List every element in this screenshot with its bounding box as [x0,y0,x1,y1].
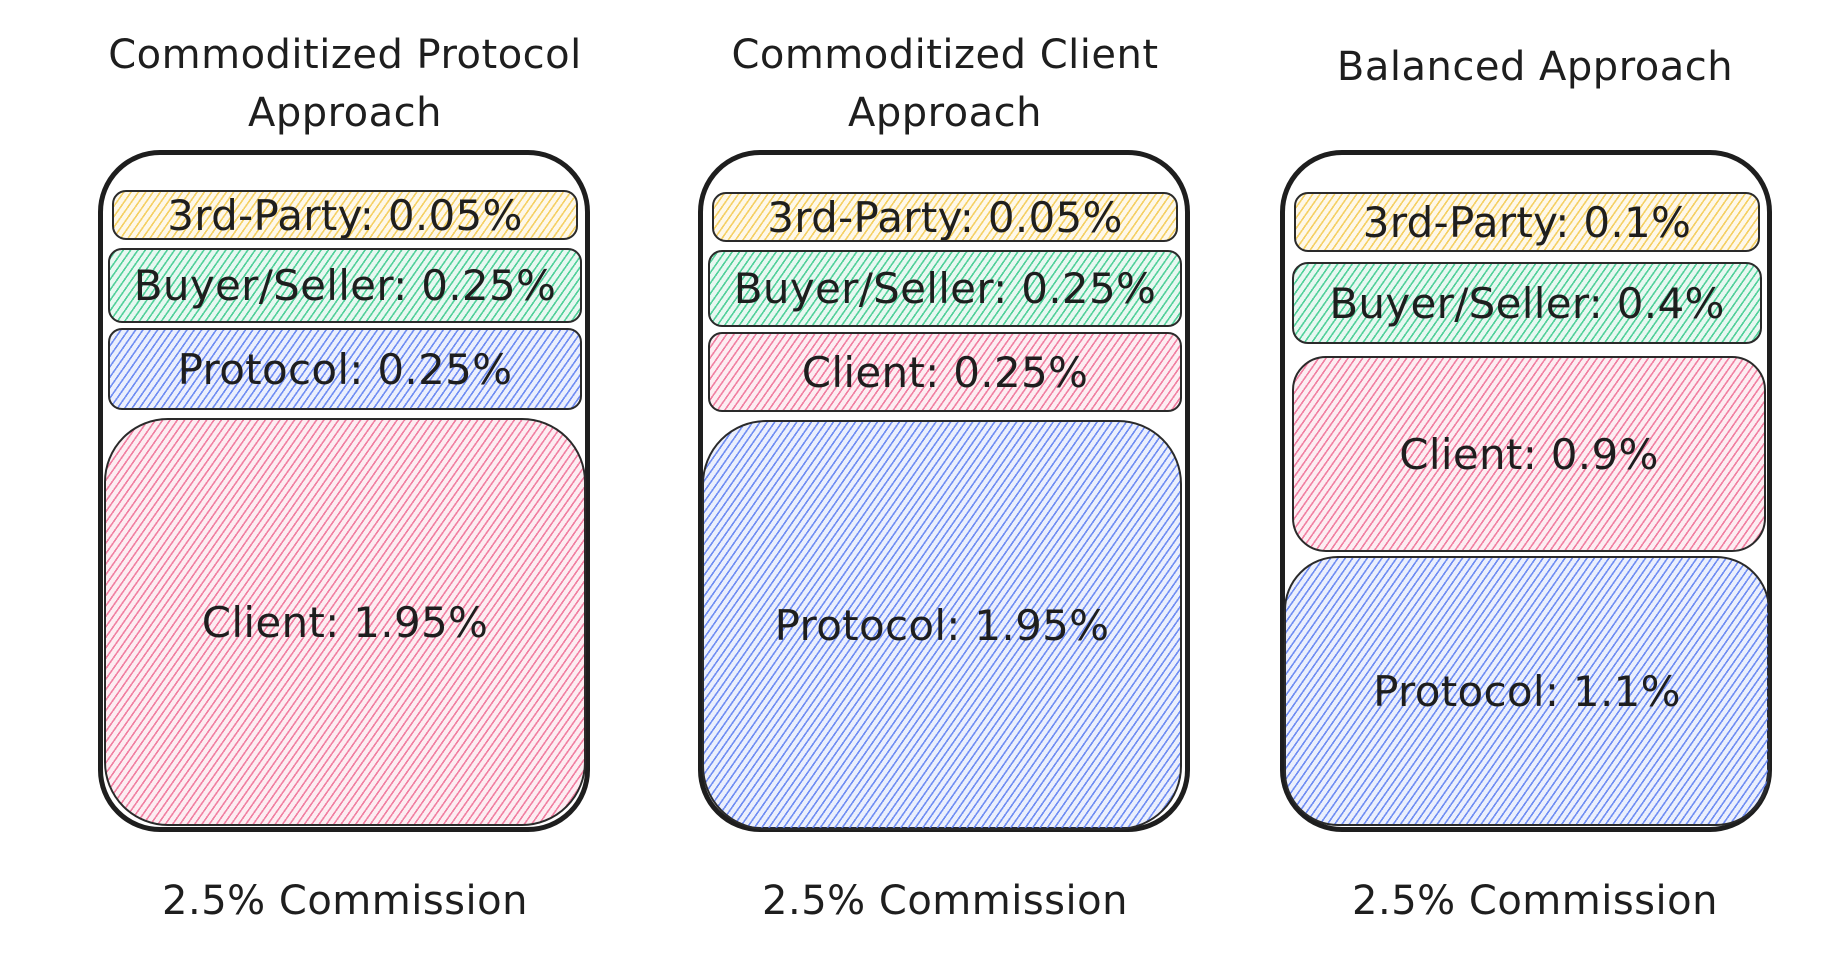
approach-commoditized-protocol: Commoditized Protocol Approach 3rd-Party… [90,0,600,967]
segment-buyer-seller: Buyer/Seller: 0.25% [108,248,582,323]
commission-label: 2.5% Commission [1352,878,1718,924]
commission-container [98,150,590,832]
segment-buyer-seller: Buyer/Seller: 0.4% [1292,262,1762,344]
segment-label: Buyer/Seller: 0.25% [133,261,557,310]
segment-buyer-seller: Buyer/Seller: 0.25% [708,250,1182,327]
approach-commoditized-client: Commoditized Client Approach 3rd-Party: … [690,0,1200,967]
approach-title: Commoditized Protocol Approach [108,32,582,136]
segment-label: Client: 0.9% [1399,429,1659,479]
segment-label: Buyer/Seller: 0.4% [1329,278,1725,328]
segment-third-party: 3rd-Party: 0.05% [112,190,578,240]
commission-container [1280,150,1772,832]
segment-label: 3rd-Party: 0.05% [167,190,523,240]
segment-protocol: Protocol: 0.25% [108,328,582,410]
segment-client: Client: 1.95% [104,418,586,826]
approach-title: Balanced Approach [1336,44,1734,90]
approach-title: Commoditized Client Approach [731,32,1159,136]
segment-label: Protocol: 0.25% [177,344,513,394]
segment-third-party: 3rd-Party: 0.1% [1294,192,1760,252]
approach-balanced: Balanced Approach 3rd-Party: 0.1% Buyer/… [1280,0,1790,967]
segment-label: 3rd-Party: 0.1% [1362,197,1692,247]
segment-label: 3rd-Party: 0.05% [767,192,1123,242]
segment-label: Protocol: 1.1% [1373,666,1681,716]
segment-client: Client: 0.25% [708,332,1182,412]
segment-label: Client: 1.95% [201,597,489,647]
segment-label: Protocol: 1.95% [774,600,1110,650]
segment-protocol: Protocol: 1.1% [1284,556,1770,826]
segment-protocol: Protocol: 1.95% [702,420,1182,830]
segment-label: Buyer/Seller: 0.25% [733,264,1157,313]
segment-client: Client: 0.9% [1292,356,1766,552]
segment-label: Client: 0.25% [801,347,1089,397]
segment-third-party: 3rd-Party: 0.05% [712,192,1178,242]
commission-label: 2.5% Commission [762,878,1128,924]
commission-label: 2.5% Commission [162,878,528,924]
